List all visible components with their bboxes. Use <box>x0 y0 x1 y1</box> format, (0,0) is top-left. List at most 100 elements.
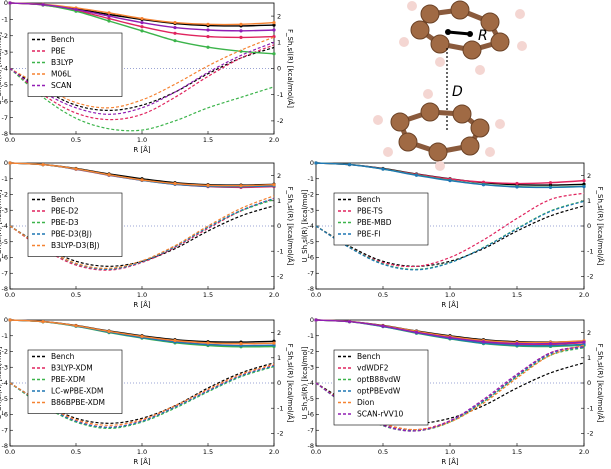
energy-point <box>272 341 276 345</box>
energy-point <box>206 34 210 39</box>
right-tick-label: -1 <box>277 404 283 412</box>
legend: Bench B3LYP-XDM PBE-XDM LC-wPBE-XDM B86BPBE-… <box>27 349 123 414</box>
x-tick-label: 1.0 <box>137 291 147 299</box>
x-tick-label: 0.5 <box>71 448 81 456</box>
left-tick-label: -4 <box>2 222 8 230</box>
left-tick-label: -4 <box>2 379 8 387</box>
right-tick-label: 0 <box>587 222 591 230</box>
energy-point <box>173 39 177 43</box>
energy-point <box>206 45 210 49</box>
x-tick-label: 1.5 <box>203 448 213 456</box>
left-tick-label: -2 <box>308 348 314 356</box>
energy-point <box>582 179 586 183</box>
x-axis-label: R [Å] <box>441 457 459 466</box>
right-axis-label: F_Sh,sl(R) [kcal/mol/Å] <box>596 187 605 266</box>
energy-point <box>239 35 243 39</box>
displacement-arrow <box>445 29 473 37</box>
label-d: D <box>452 84 463 100</box>
bottom-ring-atoms <box>373 89 505 171</box>
energy-point <box>140 25 144 29</box>
energy-point <box>206 22 210 26</box>
energy-point <box>173 31 177 35</box>
legend-label: LC-wPBE-XDM <box>51 387 103 396</box>
left-tick-label: -6 <box>2 411 8 419</box>
label-r: R <box>478 28 488 44</box>
energy-point <box>381 324 385 328</box>
left-tick-label: -7 <box>308 269 314 277</box>
energy-point <box>107 19 111 23</box>
legend: Bench PBE-D2 PBE-D3 PBE-D3(BJ) B3LYP-D3(BJ) <box>27 192 123 257</box>
energy-point <box>239 29 243 33</box>
right-tick-label: 1 <box>277 39 281 47</box>
x-tick-label: 0.5 <box>71 136 81 144</box>
left-tick-label: -6 <box>2 97 8 105</box>
legend-label: PBE-XDM <box>51 375 85 384</box>
legend-label: B86BPBE-XDM <box>51 398 105 407</box>
force-line-scan <box>9 41 275 115</box>
energy-point <box>74 324 78 328</box>
energy-point <box>481 180 486 184</box>
energy-line-pbe-fi <box>315 162 585 189</box>
top-ring-atoms <box>399 0 527 75</box>
x-axis-label: R [Å] <box>133 457 151 466</box>
legend-label: PBE-D3 <box>51 218 79 227</box>
legend-label: Bench <box>51 195 75 204</box>
energy-point <box>74 167 78 171</box>
legend-label: PBE <box>51 47 66 56</box>
legend-label: Bench <box>51 352 75 361</box>
left-tick-label: -6 <box>2 254 8 262</box>
x-tick-label: 1.0 <box>137 136 147 144</box>
left-tick-label: -5 <box>308 395 314 403</box>
legend-label: optB88vdW <box>357 375 401 384</box>
energy-point <box>239 342 243 346</box>
energy-point <box>582 340 586 344</box>
x-tick-label: 2.0 <box>579 291 589 299</box>
energy-point <box>548 185 553 190</box>
energy-line-b86bpbe-xdm <box>9 319 275 345</box>
right-tick-label: 1 <box>277 197 281 205</box>
left-tick-label: 0 <box>310 316 314 324</box>
legend-label: SCAN-rVV10 <box>357 410 404 419</box>
energy-line-pbe-d3(bj) <box>9 162 275 188</box>
right-tick-label: -2 <box>277 430 283 438</box>
legend: Bench vdWDF2 optB88vdW optPBEvdW Dion SCAN-rV… <box>333 349 429 426</box>
energy-point <box>515 185 519 189</box>
benzene-dimer-illustration: R D <box>373 0 527 171</box>
right-axis-label: F_Sh,sl(R) [kcal/mol/Å] <box>286 187 295 266</box>
legend-box <box>27 32 123 97</box>
energy-line-pbe-xdm <box>9 319 275 348</box>
energy-point <box>206 183 210 187</box>
left-axis-label: U_Sh,sl(R) [kcal/mol] <box>301 189 309 262</box>
energy-point <box>140 334 144 338</box>
x-tick-label: 1.0 <box>445 448 455 456</box>
left-tick-label: -8 <box>308 285 314 293</box>
energy-point <box>481 183 486 187</box>
energy-point <box>140 16 144 21</box>
x-tick-label: 0.5 <box>378 291 388 299</box>
energy-point <box>206 28 210 32</box>
right-tick-label: 1 <box>587 197 591 205</box>
legend-label: Bench <box>51 35 75 44</box>
energy-point <box>140 21 144 25</box>
right-tick-label: -1 <box>587 404 593 412</box>
energy-point <box>272 183 276 187</box>
right-tick-label: 0 <box>277 379 281 387</box>
x-tick-label: 0.0 <box>5 448 15 456</box>
left-tick-label: -7 <box>2 114 8 122</box>
left-tick-label: 0 <box>4 0 8 7</box>
energy-point <box>173 21 177 25</box>
left-tick-label: -4 <box>308 222 314 230</box>
x-axis-label: R [Å] <box>441 300 459 309</box>
legend-box <box>333 349 429 426</box>
energy-point <box>140 29 144 33</box>
energy-point <box>481 340 486 344</box>
x-tick-label: 0.0 <box>5 136 15 144</box>
energy-point <box>173 338 177 343</box>
energy-point <box>448 179 452 183</box>
energy-point <box>74 7 78 12</box>
energy-point <box>314 318 318 322</box>
energy-point <box>515 342 519 346</box>
panel-bottom-left: 0.0 0.5 1.0 1.5 2.0 0 -1 -2 -3 -4 -5 -6 -7 -8 2 1 0 -1 -2 R… <box>0 316 295 466</box>
